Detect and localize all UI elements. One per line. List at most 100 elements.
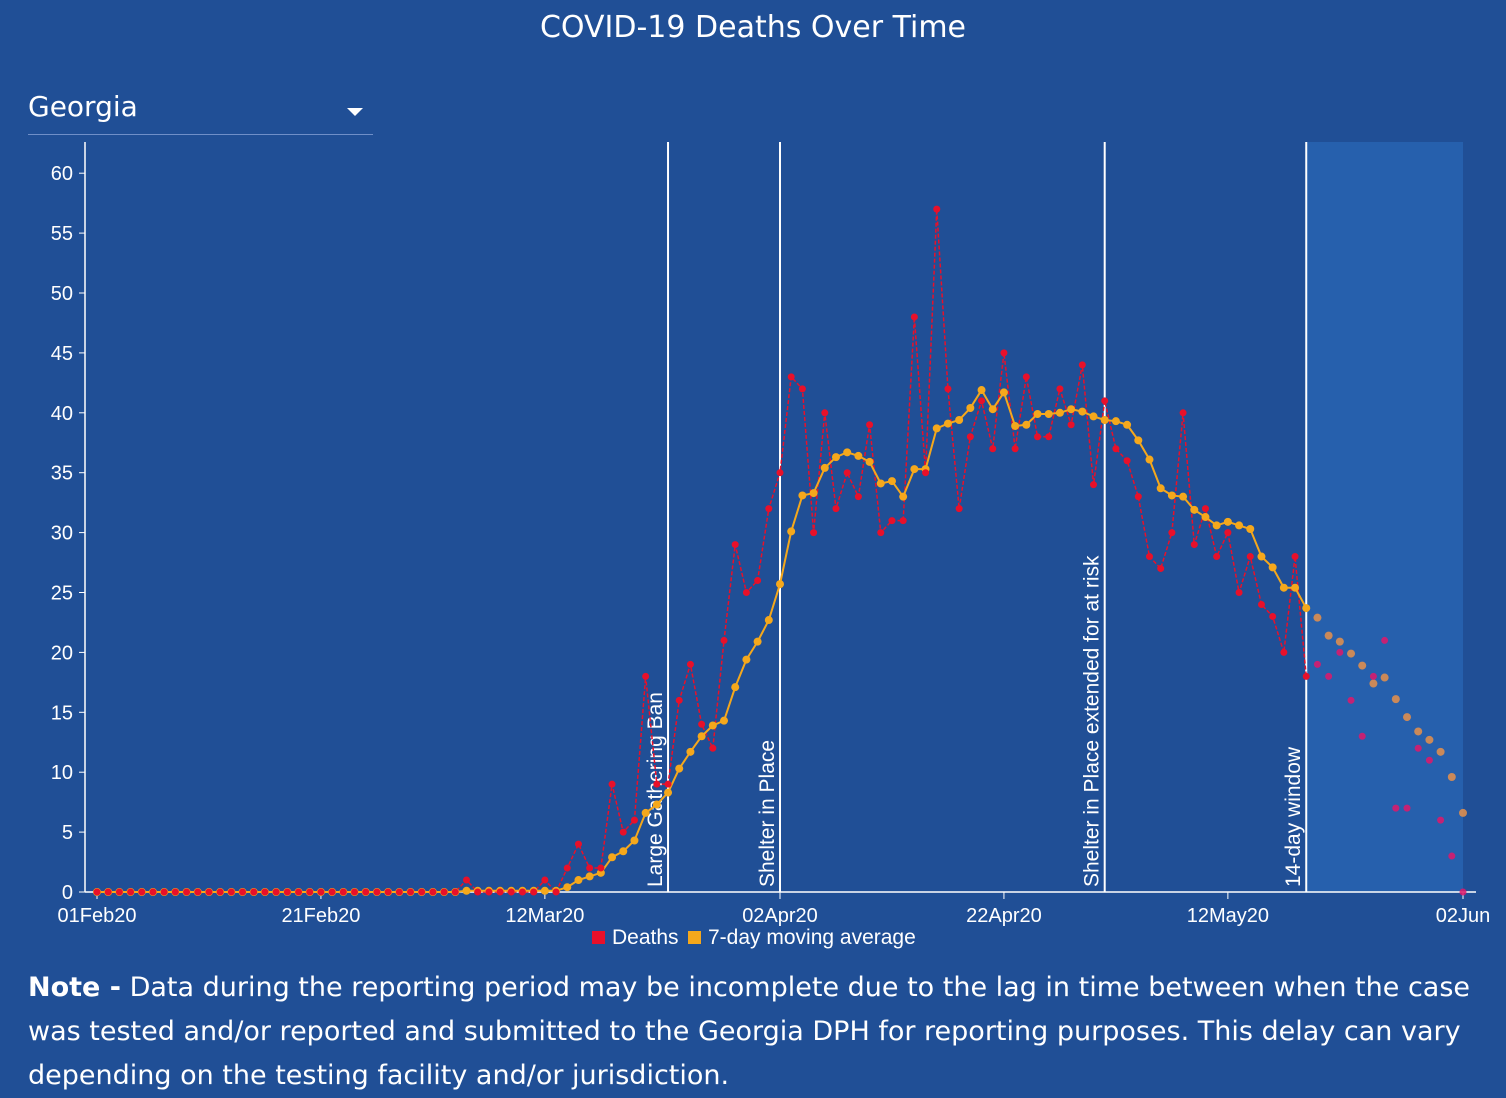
deaths-point (462, 876, 470, 884)
deaths-preliminary-point (1313, 660, 1321, 668)
deaths-point (642, 672, 650, 680)
moving-average-point (585, 872, 594, 881)
moving-average-point (1279, 583, 1288, 592)
event-label: Shelter in Place extended for at risk (1081, 555, 1104, 887)
y-tick-label: 25 (51, 583, 73, 605)
deaths-point (1190, 541, 1198, 549)
event-label: Shelter in Place (756, 740, 779, 887)
deaths-point (384, 888, 392, 896)
deaths-point (1123, 457, 1131, 465)
moving-average-point (675, 764, 684, 773)
moving-average-point (776, 580, 784, 589)
deaths-point (373, 888, 381, 896)
moving-average-point (843, 448, 852, 457)
moving-average-point (899, 492, 908, 501)
deaths-point (854, 493, 862, 501)
deaths-point (1213, 553, 1221, 561)
moving-average-point (966, 404, 975, 413)
moving-average-point (764, 616, 773, 625)
deaths-point (832, 505, 840, 513)
deaths-point (597, 864, 605, 872)
moving-average-point (708, 721, 717, 730)
moving-average-point (831, 453, 840, 462)
moving-average-point (686, 747, 695, 756)
moving-average-point (887, 477, 896, 486)
deaths-point (798, 385, 806, 393)
deaths-point (1112, 445, 1120, 453)
moving-average-point (462, 886, 471, 895)
moving-average-preliminary-point (1459, 808, 1467, 817)
moving-average-point (1190, 505, 1199, 514)
moving-average-point (753, 637, 762, 646)
moving-average-point (876, 479, 885, 488)
deaths-point (1056, 385, 1064, 393)
moving-average-preliminary-point (1324, 631, 1333, 640)
deaths-point (1145, 553, 1153, 561)
deaths-point (978, 397, 986, 405)
moving-average-point (1212, 521, 1221, 530)
x-tick-label: 12Mar20 (505, 905, 584, 927)
y-tick-label: 35 (51, 463, 73, 485)
legend-swatch-moving-average (688, 931, 701, 944)
deaths-point (1280, 648, 1288, 656)
deaths-preliminary-point (1448, 852, 1456, 860)
state-dropdown[interactable]: Georgia (28, 88, 373, 135)
deaths-point (1045, 433, 1053, 441)
deaths-point (1179, 409, 1187, 417)
y-tick-label: 15 (51, 702, 73, 724)
deaths-point (272, 888, 280, 896)
deaths-point (127, 888, 135, 896)
moving-average-point (697, 732, 706, 741)
deaths-preliminary-point (1392, 804, 1400, 812)
deaths-point (1157, 565, 1165, 573)
deaths-point (608, 780, 616, 788)
deaths-point (776, 469, 784, 477)
moving-average-point (955, 415, 964, 424)
deaths-line (97, 209, 1307, 894)
moving-average-preliminary-point (1436, 747, 1445, 756)
moving-average-point (1167, 491, 1176, 500)
deaths-point (765, 505, 773, 513)
event-label: Large Gathering Ban (644, 692, 667, 887)
moving-average-point (574, 876, 583, 885)
deaths-point (1291, 553, 1299, 561)
deaths-point (227, 888, 235, 896)
deaths-point (675, 696, 683, 704)
moving-average-point (630, 836, 639, 845)
deaths-point (507, 888, 515, 896)
legend-label-deaths: Deaths (612, 926, 679, 949)
deaths-preliminary-point (1414, 744, 1422, 752)
deaths-point (395, 888, 403, 896)
deaths-point (1067, 421, 1075, 429)
deaths-point (966, 433, 974, 441)
deaths-point (351, 888, 359, 896)
moving-average-point (1033, 409, 1042, 418)
deaths-preliminary-point (1381, 636, 1389, 644)
deaths-point (328, 888, 336, 896)
deaths-point (630, 816, 638, 824)
deaths-point (1302, 672, 1310, 680)
deaths-point (496, 888, 504, 896)
moving-average-point (943, 419, 952, 428)
deaths-point (93, 888, 101, 896)
deaths-preliminary-point (1425, 756, 1433, 764)
deaths-point (1269, 612, 1277, 620)
moving-average-point (1201, 513, 1210, 522)
deaths-point (149, 888, 157, 896)
deaths-point (574, 840, 582, 848)
deaths-point (933, 205, 941, 213)
deaths-point (922, 469, 930, 477)
moving-average-point (809, 489, 818, 498)
deaths-point (989, 445, 997, 453)
deaths-point (742, 589, 750, 596)
deaths-point (541, 876, 549, 884)
moving-average-point (1145, 455, 1154, 464)
deaths-point (821, 409, 829, 417)
y-tick-label: 50 (51, 283, 73, 305)
deaths-point (440, 888, 448, 896)
y-tick-label: 55 (51, 223, 73, 245)
moving-average-point (1235, 521, 1244, 530)
deaths-preliminary-point (1347, 696, 1355, 704)
deaths-point (362, 888, 370, 896)
moving-average-point (1156, 484, 1165, 493)
